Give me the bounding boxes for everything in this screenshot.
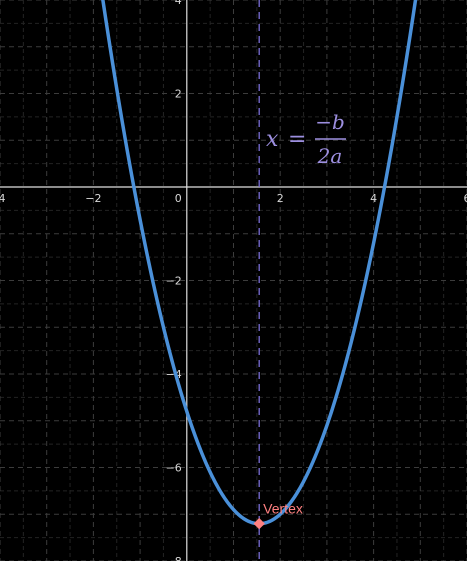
formula-numerator: −b [315,110,345,134]
vertex-marker [253,517,265,530]
formula-equals: = [288,127,306,152]
x-tick-label: 2 [277,192,284,205]
formula-lhs: x [266,127,279,152]
y-tick-label: −8 [166,555,182,561]
y-tick-label: −2 [166,275,182,288]
y-tick-label: 4 [175,0,182,7]
x-tick-label: 6 [464,192,467,205]
vertex-label: Vertex [263,501,303,517]
x-tick-label: 4 [370,192,377,205]
x-tick-label: 0 [175,192,182,205]
vertex-formula: x = −b 2a [266,110,346,168]
x-tick-label: -4 [0,192,5,205]
y-tick-label: −6 [166,462,182,475]
vertex-group: Vertex [253,501,303,530]
y-tick-label: 2 [175,88,182,101]
formula-denominator: 2a [317,144,343,168]
x-tick-label: −2 [85,192,101,205]
